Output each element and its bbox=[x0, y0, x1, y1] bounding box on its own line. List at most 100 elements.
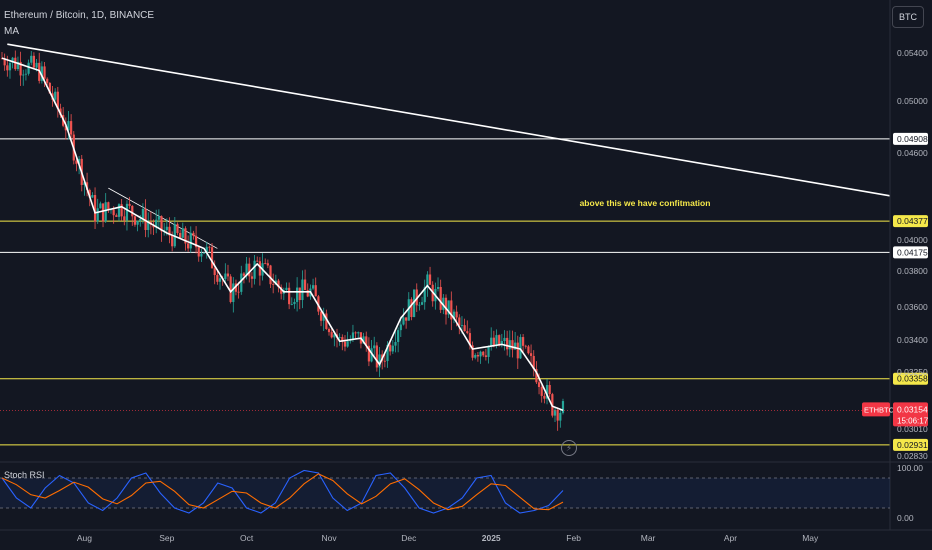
candle-body bbox=[32, 55, 36, 68]
candle-body bbox=[397, 330, 400, 342]
candle-body bbox=[373, 345, 376, 349]
descending-trendline bbox=[7, 43, 891, 197]
stoch-label: Stoch RSI bbox=[4, 470, 45, 480]
level-price-label: 0.04175 bbox=[897, 247, 928, 257]
candle-body bbox=[365, 336, 368, 346]
candle-body bbox=[232, 283, 235, 303]
candle-body bbox=[426, 274, 429, 288]
level-price-label: 0.02931 bbox=[897, 440, 928, 450]
candle-body bbox=[383, 360, 386, 362]
candle-body bbox=[412, 289, 416, 318]
candle-body bbox=[540, 386, 543, 396]
candle-body bbox=[399, 324, 402, 331]
candle-body bbox=[423, 287, 426, 303]
candle-body bbox=[11, 57, 14, 63]
price-tick-label: 0.05000 bbox=[897, 96, 928, 106]
candle-body bbox=[93, 195, 97, 222]
level-price-tag bbox=[893, 246, 928, 259]
candle-body bbox=[293, 301, 296, 305]
candle-body bbox=[442, 297, 445, 310]
horizontal-levels: 0.04908 0.04377 0.04175 0.03358 0.02931 bbox=[0, 132, 928, 451]
candle-body bbox=[141, 208, 145, 220]
candle-body bbox=[290, 304, 293, 305]
currency-button[interactable]: BTC bbox=[892, 6, 924, 28]
candle-body bbox=[301, 279, 304, 301]
candle-body bbox=[59, 108, 62, 116]
candle-body bbox=[452, 311, 456, 320]
candle-body bbox=[498, 335, 501, 346]
candle-body bbox=[418, 304, 421, 306]
candle-body bbox=[343, 341, 347, 347]
candle-body bbox=[559, 412, 562, 421]
candle-body bbox=[548, 385, 551, 395]
candle-body bbox=[407, 299, 410, 321]
price-tick-label: 0.03800 bbox=[897, 266, 928, 276]
candle-body bbox=[101, 203, 105, 222]
candle-body bbox=[197, 247, 200, 257]
level-price-tag bbox=[893, 132, 928, 145]
candle-body bbox=[468, 333, 472, 346]
indicator-ma-label[interactable]: MA bbox=[4, 26, 19, 37]
candle-body bbox=[8, 62, 12, 71]
price-tick-label: 0.03010 bbox=[897, 424, 928, 434]
candle-body bbox=[133, 216, 137, 225]
candle-body bbox=[218, 278, 222, 282]
candle-body bbox=[330, 332, 333, 338]
stoch-d-line bbox=[1, 473, 564, 511]
candle-body bbox=[341, 337, 344, 342]
candle-body bbox=[99, 203, 102, 209]
candle-body bbox=[216, 275, 219, 282]
candle-body bbox=[553, 409, 557, 416]
candle-body bbox=[194, 235, 198, 248]
candle-body bbox=[226, 273, 230, 277]
candle-body bbox=[479, 351, 482, 357]
candle-body bbox=[181, 228, 184, 238]
price-tick-label: 0.02830 bbox=[897, 451, 928, 461]
candle-body bbox=[522, 337, 525, 346]
stoch-tick-label: 0.00 bbox=[897, 513, 914, 523]
candle-body bbox=[367, 345, 370, 362]
candle-body bbox=[322, 313, 325, 321]
candle-body bbox=[176, 224, 179, 234]
time-axis[interactable]: Aug Sep Oct Nov Dec 2025 Feb Mar Apr May bbox=[0, 529, 932, 543]
candle-body bbox=[179, 233, 182, 238]
candle-body bbox=[535, 369, 538, 383]
candle-body bbox=[234, 283, 238, 292]
candle-body bbox=[444, 297, 448, 315]
candle-body bbox=[30, 55, 33, 63]
candle-body bbox=[70, 121, 73, 135]
price-tick-label: 0.03250 bbox=[897, 367, 928, 377]
lightning-icon[interactable]: ⚡ bbox=[561, 440, 577, 456]
candle-body bbox=[14, 57, 17, 70]
candle-body bbox=[389, 344, 392, 352]
candle-body bbox=[16, 61, 20, 70]
wedge-trendline bbox=[108, 187, 218, 249]
candle-body bbox=[272, 284, 275, 285]
time-tick-label: Sep bbox=[159, 533, 174, 543]
candle-body bbox=[24, 73, 28, 75]
stoch-rsi-pane[interactable]: Stoch RSI 100.00 0.00 bbox=[0, 461, 932, 523]
candle-body bbox=[256, 260, 259, 262]
stoch-k-line bbox=[1, 469, 564, 514]
candle-body bbox=[506, 337, 509, 350]
candle-body bbox=[378, 354, 381, 368]
candle-body bbox=[346, 341, 349, 347]
candle-body bbox=[311, 285, 315, 289]
last-price-tag bbox=[893, 402, 928, 427]
candle-body bbox=[200, 253, 203, 257]
candle-body bbox=[168, 226, 171, 236]
candle-body bbox=[447, 300, 450, 315]
price-axis[interactable]: 0.05400 0.05000 0.04600 0.04000 0.03800 0.036… bbox=[862, 0, 929, 530]
candle-body bbox=[482, 351, 485, 356]
candle-body bbox=[516, 342, 519, 359]
candle-body bbox=[107, 202, 110, 210]
candle-body bbox=[202, 252, 206, 254]
candle-body bbox=[495, 335, 498, 346]
price-tick-label: 0.03400 bbox=[897, 335, 928, 345]
price-tick-label: 0.05400 bbox=[897, 48, 928, 58]
candle-body bbox=[280, 287, 283, 294]
candle-body bbox=[439, 286, 442, 310]
candle-body bbox=[561, 401, 565, 413]
candle-body bbox=[242, 273, 246, 276]
